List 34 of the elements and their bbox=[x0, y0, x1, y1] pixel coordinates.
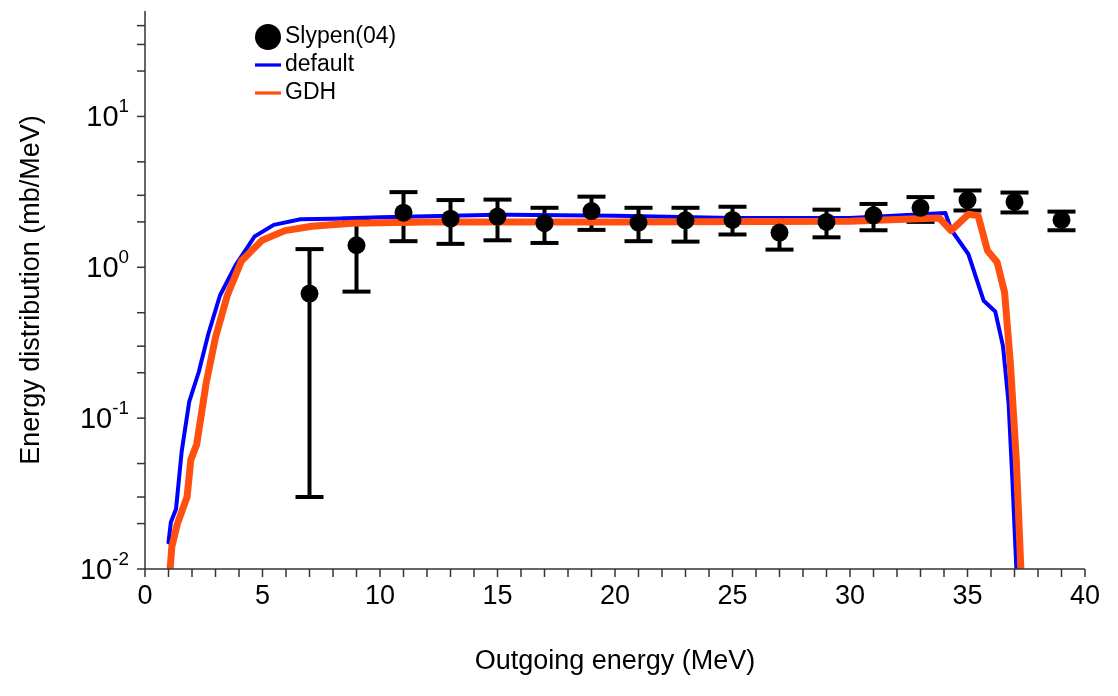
legend-label: GDH bbox=[285, 77, 337, 104]
point bbox=[1005, 192, 1024, 211]
point bbox=[723, 210, 742, 229]
x-tick-label: 10 bbox=[364, 580, 396, 611]
x-tick-label: 15 bbox=[482, 580, 513, 611]
point bbox=[958, 191, 977, 210]
point bbox=[535, 214, 554, 233]
x-tick-label: 25 bbox=[717, 580, 748, 611]
point bbox=[582, 202, 601, 221]
x-tick-label: 20 bbox=[599, 580, 631, 611]
point bbox=[347, 236, 366, 255]
point bbox=[817, 212, 836, 231]
point bbox=[676, 211, 695, 230]
legend-label: default bbox=[285, 49, 355, 76]
legend-label: Slypen(04) bbox=[285, 22, 397, 48]
x-tick-label: 0 bbox=[137, 580, 153, 611]
point bbox=[441, 209, 460, 228]
point bbox=[864, 206, 883, 225]
x-axis-title: Outgoing energy (MeV) bbox=[474, 645, 756, 675]
x-tick-label: 5 bbox=[254, 580, 271, 611]
y-tick-label: 10$^{1}$ bbox=[86, 95, 129, 133]
y-tick-label: 10$^{-1}$ bbox=[79, 397, 129, 435]
y-axis-title: Energy distribution (mb/MeV) bbox=[14, 115, 45, 465]
x-tick-label: 30 bbox=[834, 580, 866, 611]
point bbox=[488, 207, 507, 226]
x-tick-label: 40 bbox=[1069, 580, 1101, 611]
y-tick-label: 10$^{0}$ bbox=[86, 246, 129, 284]
point bbox=[770, 223, 789, 242]
point bbox=[911, 198, 930, 217]
point bbox=[394, 203, 413, 222]
y-tick-label: 10$^{-2}$ bbox=[79, 548, 129, 585]
point bbox=[629, 213, 648, 232]
x-tick-label: 35 bbox=[952, 580, 983, 611]
point bbox=[300, 284, 319, 303]
